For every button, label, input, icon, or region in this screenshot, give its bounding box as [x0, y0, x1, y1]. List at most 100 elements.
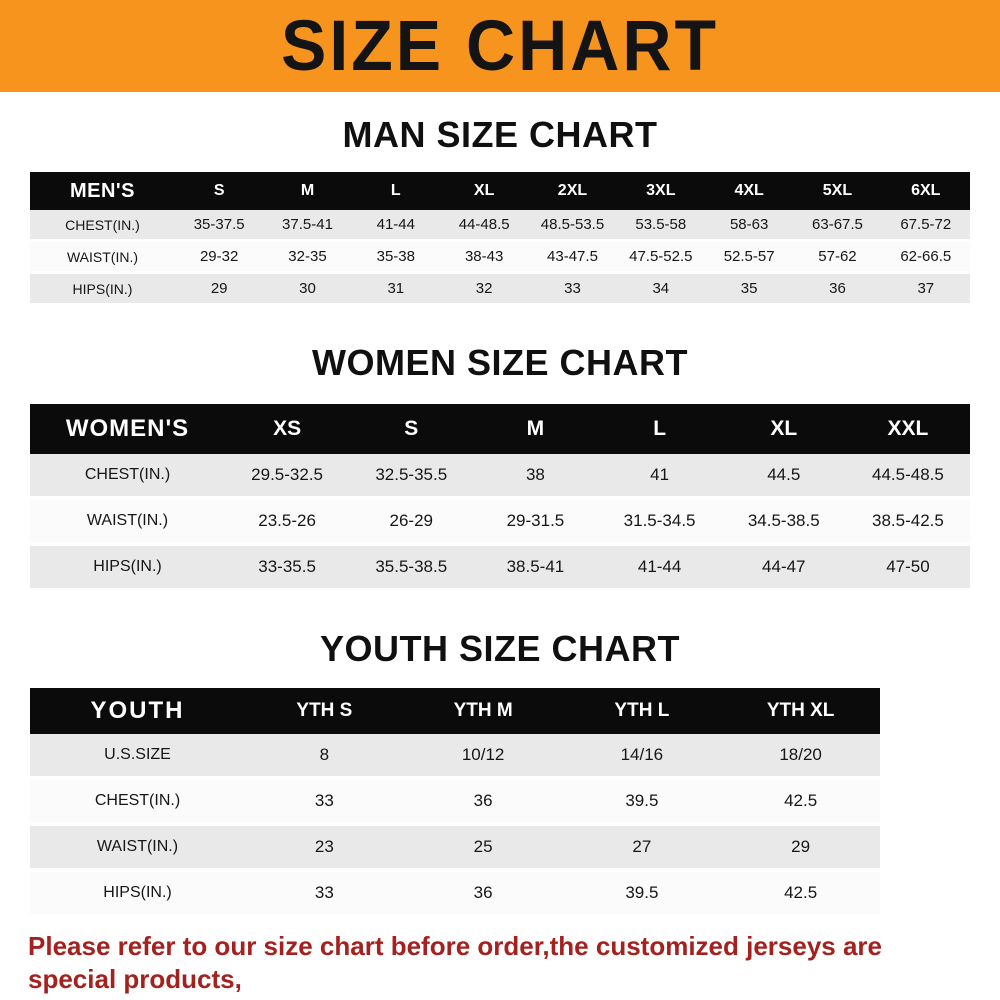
table-cell: 33-35.5 — [258, 557, 316, 576]
man-size-chart-section: MAN SIZE CHART MEN'S S M L XL 2XL 3XL 4XL 5XL 6XL… — [0, 114, 1000, 306]
table-cell: 41-44 — [637, 557, 682, 576]
column-header: XS — [273, 417, 302, 440]
table-cell: 33 — [314, 791, 334, 810]
page-title: SIZE CHART — [281, 6, 719, 86]
column-header: XL — [473, 182, 495, 199]
table-cell: 32-35 — [288, 248, 327, 265]
table-row: WAIST(IN.) 29-32 32-35 35-38 38-43 43-47.5 47.… — [30, 242, 970, 271]
column-header: YTH M — [453, 700, 513, 721]
column-header: S — [213, 182, 225, 199]
section-heading-women: WOMEN SIZE CHART — [312, 342, 688, 383]
table-cell: 36 — [473, 883, 493, 902]
row-label: WAIST(IN.) — [96, 838, 179, 855]
youth-size-table: YOUTH YTH S YTH M YTH L YTH XL U.S.SIZE 8 10/12… — [30, 688, 880, 918]
column-header: M — [526, 417, 545, 440]
row-label: CHEST(IN.) — [84, 466, 171, 483]
disclaimer-line-2: we don't accept cancel, change, teturn o… — [28, 996, 972, 1000]
womens-table-header-row: WOMEN'S XS S M L XL XXL — [30, 404, 970, 454]
row-label: WAIST(IN.) — [86, 512, 169, 529]
table-cell: 23 — [314, 837, 334, 856]
column-header: XXL — [887, 417, 929, 440]
table-cell: 41-44 — [376, 216, 415, 233]
table-cell: 32.5-35.5 — [375, 465, 448, 484]
mens-size-table: MEN'S S M L XL 2XL 3XL 4XL 5XL 6XL CHEST(IN.) 35-37… — [30, 172, 970, 306]
section-heading-youth: YOUTH SIZE CHART — [319, 628, 680, 669]
table-cell: 36 — [829, 280, 846, 297]
section-heading-man: MAN SIZE CHART — [342, 114, 658, 155]
table-row: HIPS(IN.) 33-35.5 35.5-38.5 38.5-41 41-44 44-… — [30, 546, 970, 588]
table-cell: 53.5-58 — [635, 216, 687, 233]
table-cell: 41 — [650, 465, 670, 484]
table-cell: 18/20 — [779, 745, 822, 764]
column-header: S — [404, 417, 419, 440]
table-cell: 30 — [299, 280, 316, 297]
table-cell: 42.5 — [784, 883, 818, 902]
table-cell: 29-32 — [199, 248, 239, 265]
column-header: XL — [770, 417, 798, 440]
table-cell: 35 — [740, 280, 758, 297]
table-cell: 47.5-52.5 — [629, 248, 693, 265]
table-cell: 27 — [632, 837, 652, 856]
table-cell: 14/16 — [620, 745, 664, 764]
table-row: HIPS(IN.) 29 30 31 32 33 34 35 36 37 — [30, 274, 970, 303]
table-cell: 35-37.5 — [193, 216, 245, 233]
table-cell: 35-38 — [376, 248, 415, 265]
table-row: U.S.SIZE 8 10/12 14/16 18/20 — [30, 734, 880, 776]
table-row: CHEST(IN.) 33 36 39.5 42.5 — [30, 780, 880, 822]
column-header: YTH XL — [766, 700, 835, 721]
table-cell: 52.5-57 — [723, 248, 775, 265]
table-cell: 38.5-41 — [506, 557, 565, 576]
table-cell: 23.5-26 — [258, 511, 316, 530]
table-cell: 29.5-32.5 — [251, 465, 323, 484]
row-label: CHEST(IN.) — [94, 792, 181, 809]
column-header: 6XL — [911, 182, 941, 199]
table-cell: 10/12 — [461, 745, 505, 764]
table-row: HIPS(IN.) 33 36 39.5 42.5 — [30, 872, 880, 914]
table-cell: 33 — [314, 883, 334, 902]
table-cell: 31 — [387, 280, 405, 297]
row-label: HIPS(IN.) — [93, 558, 162, 575]
table-cell: 57-62 — [818, 248, 857, 265]
column-header: YTH L — [614, 700, 670, 721]
table-cell: 29 — [210, 280, 228, 297]
table-cell: 38-43 — [464, 248, 504, 265]
table-cell: 42.5 — [784, 791, 818, 810]
table-cell: 36 — [473, 791, 493, 810]
banner: SIZE CHART — [0, 0, 1000, 92]
table-row: WAIST(IN.) 23 25 27 29 — [30, 826, 880, 868]
table-cell: 58-63 — [729, 216, 769, 233]
table-cell: 37 — [917, 280, 935, 297]
column-header: L — [390, 182, 401, 199]
table-cell: 39.5 — [625, 791, 659, 810]
table-cell: 44-48.5 — [458, 216, 510, 233]
column-header: 4XL — [734, 182, 764, 199]
row-label: U.S.SIZE — [104, 746, 171, 763]
table-cell: 43-47.5 — [547, 248, 598, 265]
table-cell: 34.5-38.5 — [747, 511, 820, 530]
table-cell: 48.5-53.5 — [540, 216, 605, 233]
table-cell: 32 — [475, 280, 493, 297]
table-cell: 8 — [319, 745, 330, 764]
table-cell: 26-29 — [389, 511, 433, 530]
table-row: CHEST(IN.) 29.5-32.5 32.5-35.5 38 41 44.5 44.5… — [30, 454, 970, 496]
column-header: YTH S — [296, 700, 353, 721]
youth-size-chart-section: YOUTH SIZE CHART YOUTH YTH S YTH M YTH L YTH… — [0, 628, 1000, 918]
table-cell: 44-47 — [762, 557, 806, 576]
table-cell: 31.5-34.5 — [623, 511, 696, 530]
table-row: WAIST(IN.) 23.5-26 26-29 29-31.5 31.5-34.5 34… — [30, 500, 970, 542]
column-header: M — [300, 182, 315, 199]
table-cell: 35.5-38.5 — [375, 557, 448, 576]
table-cell: 38.5-42.5 — [872, 511, 944, 530]
column-header: 3XL — [646, 182, 676, 199]
row-label: HIPS(IN.) — [103, 884, 172, 901]
table-cell: 37.5-41 — [282, 216, 333, 233]
disclaimer-text: Please refer to our size chart before or… — [0, 930, 1000, 1000]
womens-size-table: WOMEN'S XS S M L XL XXL CHEST(IN.) 29.5-32.5 32.5… — [30, 404, 970, 592]
table-header-label: YOUTH — [90, 697, 185, 724]
table-cell: 44.5-48.5 — [872, 465, 944, 484]
table-cell: 44.5 — [767, 465, 801, 484]
table-cell: 63-67.5 — [812, 216, 863, 233]
table-header-label: WOMEN'S — [65, 415, 190, 442]
disclaimer-line-1: Please refer to our size chart before or… — [28, 931, 883, 995]
